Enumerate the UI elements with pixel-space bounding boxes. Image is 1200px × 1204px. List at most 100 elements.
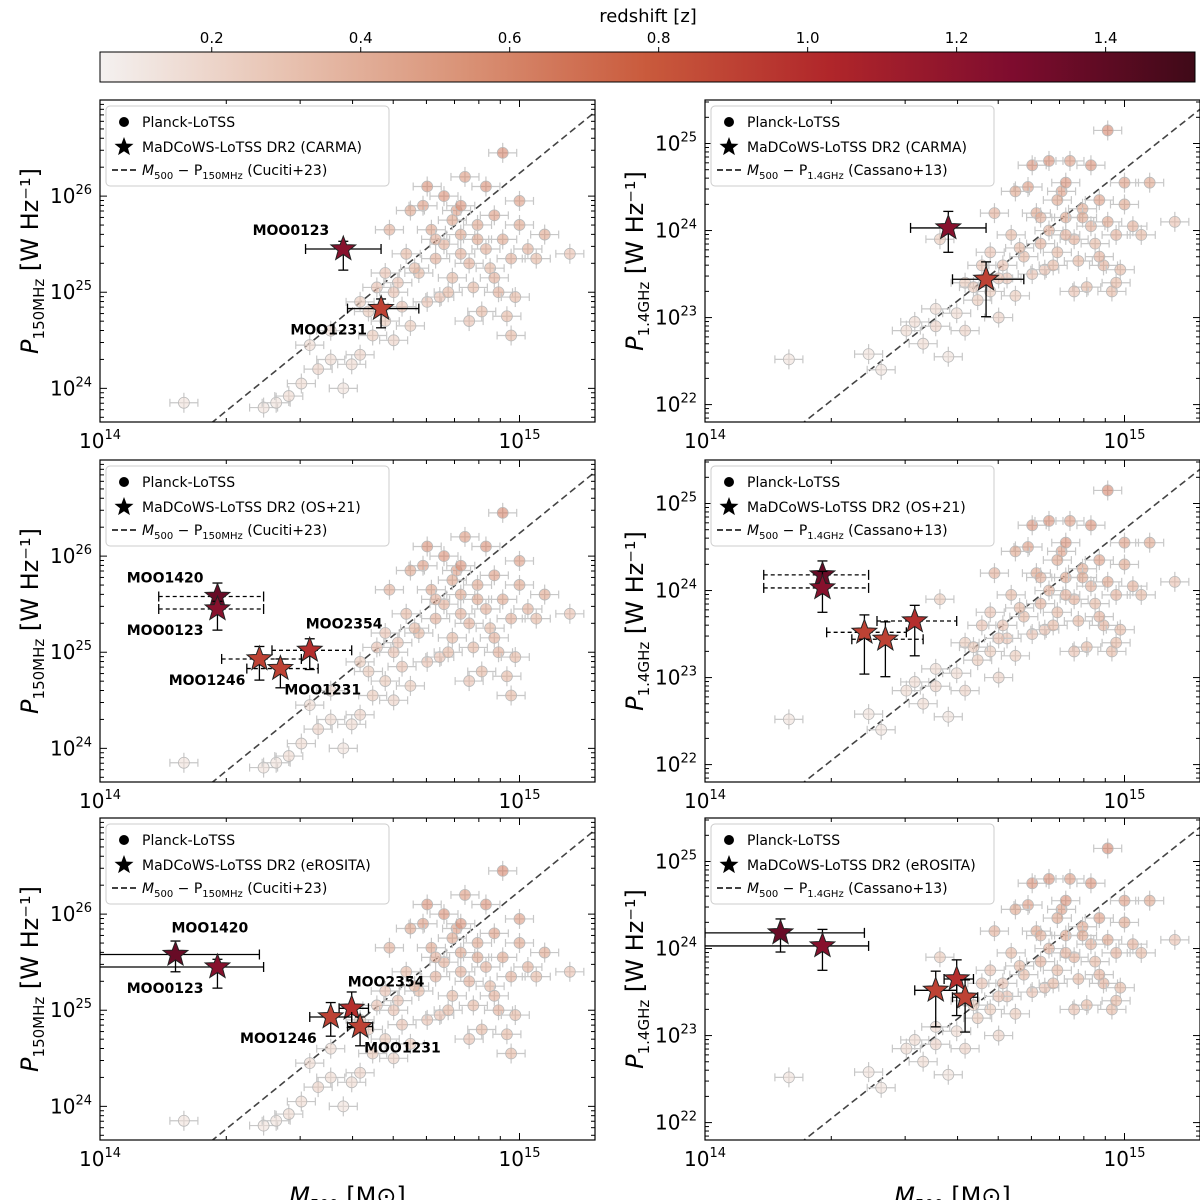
- y-tick-label: 1022: [655, 1110, 697, 1135]
- x-axis-label: M500 [M⊙]: [289, 1182, 406, 1200]
- planck-point: [1118, 576, 1148, 597]
- y-tick-label: 1024: [50, 735, 92, 760]
- planck-point: [1038, 973, 1068, 994]
- planck-point: [462, 214, 493, 235]
- planck-point: [1105, 619, 1135, 640]
- relation-line: [211, 470, 595, 782]
- planck-point: [1101, 272, 1131, 293]
- y-tick-label: 1024: [50, 375, 92, 400]
- planck-point: [370, 623, 400, 644]
- planck-point: [1034, 580, 1064, 601]
- planck-point: [353, 661, 384, 682]
- planck-point: [316, 349, 346, 370]
- planck-point: [1013, 537, 1043, 558]
- planck-point: [1101, 632, 1131, 653]
- planck-point: [925, 589, 955, 610]
- planck-point: [370, 263, 400, 284]
- planck-point: [921, 298, 951, 319]
- planck-point: [337, 354, 367, 375]
- planck-point: [984, 307, 1014, 328]
- planck-point: [467, 301, 497, 322]
- planck-point: [942, 303, 972, 324]
- relation-line: [211, 828, 595, 1140]
- planck-point: [1038, 255, 1068, 276]
- planck-point: [450, 166, 480, 187]
- legend-planck-label: Planck-LoTSS: [142, 475, 235, 491]
- planck-point: [488, 589, 518, 610]
- planck-point: [908, 1051, 938, 1072]
- planck-point: [387, 296, 417, 317]
- planck-point: [303, 359, 333, 380]
- planck-point: [316, 1038, 346, 1059]
- star-moo1246: [309, 1001, 353, 1037]
- planck-point: [492, 306, 522, 327]
- planck-point: [1063, 611, 1093, 631]
- planck-point: [433, 282, 463, 303]
- y-tick-label: 1023: [655, 305, 697, 330]
- planck-point: [412, 291, 442, 312]
- colorbar-tick-label: 0.2: [200, 29, 224, 47]
- planck-point: [975, 960, 1005, 981]
- planck-point: [996, 942, 1026, 963]
- planck-point: [295, 1053, 325, 1074]
- planck-point: [345, 651, 375, 672]
- planck-point: [420, 966, 451, 987]
- x-tick-label: 1014: [79, 788, 121, 813]
- planck-point: [274, 386, 304, 407]
- planck-point: [379, 690, 409, 711]
- planck-point: [1000, 285, 1031, 306]
- planck-point: [370, 981, 400, 1002]
- y-axis-label: P150MHz [W Hz⁻¹]: [16, 886, 48, 1072]
- star-moo1231: [851, 621, 924, 678]
- planck-point: [446, 603, 476, 624]
- planck-point: [429, 904, 459, 925]
- planck-point: [1017, 155, 1047, 176]
- planck-point: [358, 685, 388, 706]
- planck-point: [1063, 969, 1093, 989]
- planck-point: [454, 971, 484, 992]
- planck-point: [900, 311, 930, 332]
- y-axis-label: P1.4GHz [W Hz⁻¹]: [621, 531, 653, 711]
- planck-point: [379, 330, 409, 351]
- planck-point: [454, 671, 484, 692]
- planck-point: [425, 1005, 455, 1026]
- planck-point: [1017, 873, 1047, 894]
- planck-point: [975, 242, 1005, 263]
- planck-point: [446, 584, 476, 605]
- planck-point: [1038, 615, 1068, 636]
- planck-point: [391, 603, 421, 624]
- planck-point: [387, 656, 417, 677]
- planck-point: [458, 995, 488, 1016]
- plot-area: [169, 110, 595, 422]
- colorbar-tick-label: 0.6: [498, 29, 522, 47]
- planck-point: [345, 291, 375, 312]
- planck-point: [479, 923, 509, 944]
- planck-point: [471, 598, 501, 619]
- planck-point: [504, 932, 535, 953]
- planck-point: [1025, 207, 1056, 228]
- planck-point: [383, 990, 413, 1011]
- planck-point: [513, 956, 543, 977]
- planck-point: [950, 1038, 980, 1059]
- planck-point: [446, 555, 476, 576]
- planck-point: [979, 203, 1010, 224]
- y-tick-label: 1024: [655, 936, 697, 961]
- planck-point: [1101, 584, 1131, 605]
- planck-point: [1051, 172, 1081, 193]
- planck-point: [425, 287, 455, 308]
- planck-point: [1109, 194, 1140, 215]
- legend-planck-marker: [119, 117, 129, 127]
- legend-planck-marker: [724, 477, 734, 487]
- planck-point: [433, 642, 463, 663]
- y-tick-label: 1025: [655, 131, 697, 156]
- planck-point: [521, 248, 551, 269]
- cluster-label-moo1246: MOO1246: [240, 1031, 317, 1047]
- planck-point: [963, 1008, 993, 1029]
- planck-point: [933, 346, 963, 367]
- planck-point: [420, 589, 451, 610]
- y-tick-label: 1023: [655, 665, 697, 690]
- colorbar-tick-label: 1.0: [796, 29, 820, 47]
- star-moo1231: [246, 654, 319, 689]
